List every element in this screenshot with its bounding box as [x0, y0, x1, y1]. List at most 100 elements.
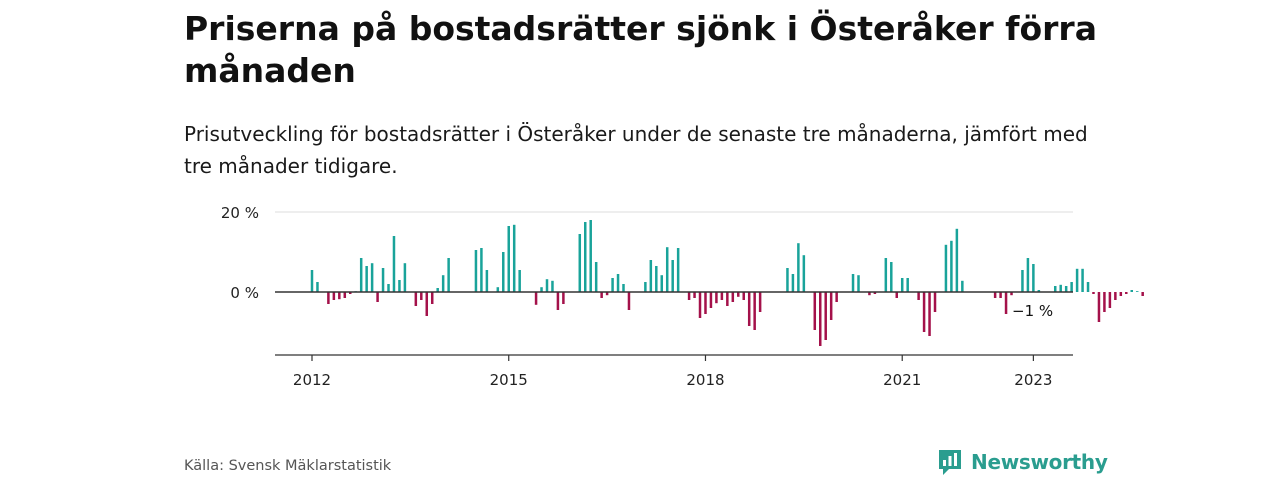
bar	[502, 252, 505, 292]
bar	[327, 292, 330, 304]
chart-subtitle: Prisutveckling för bostadsrätter i Öster…	[184, 122, 1088, 178]
bar	[387, 284, 390, 292]
bar	[758, 292, 762, 312]
bar	[895, 292, 898, 298]
bar	[1010, 292, 1013, 296]
bar	[797, 243, 800, 292]
bar	[944, 244, 948, 292]
bar	[715, 292, 718, 304]
bar	[611, 278, 614, 292]
bar	[1119, 292, 1123, 296]
bar	[594, 262, 598, 292]
bar	[589, 220, 592, 292]
bar	[824, 292, 827, 340]
bar	[1092, 292, 1095, 294]
bar	[676, 248, 680, 292]
bar	[343, 292, 347, 298]
bar	[551, 280, 554, 292]
source-note: Källa: Svensk Mäklarstatistik	[184, 458, 392, 474]
x-tick-label: 2018	[686, 371, 724, 389]
bar	[540, 287, 543, 292]
bar	[933, 292, 937, 312]
bar	[1053, 286, 1057, 292]
bar	[791, 274, 795, 292]
bar	[687, 292, 691, 300]
bar	[381, 268, 385, 292]
bar	[900, 278, 904, 292]
bar	[950, 240, 953, 292]
bar	[665, 247, 669, 292]
brand-logo: Newsworthy	[937, 448, 1108, 476]
bar	[485, 270, 489, 292]
bar	[578, 234, 582, 292]
bar	[922, 292, 926, 332]
bar	[1037, 290, 1041, 292]
bar	[403, 263, 407, 292]
bar	[868, 292, 871, 296]
bar	[737, 292, 740, 297]
bar	[310, 270, 314, 292]
bar	[436, 288, 439, 292]
bar	[709, 292, 713, 308]
bar	[649, 260, 653, 292]
bar	[1097, 292, 1101, 322]
bar	[671, 260, 674, 292]
bar	[1114, 292, 1117, 300]
last-value-label: −1 %	[1012, 302, 1053, 320]
bar	[1103, 292, 1106, 312]
bar	[1004, 292, 1008, 314]
bar	[420, 292, 423, 300]
bar	[961, 280, 964, 292]
brand-name: Newsworthy	[971, 450, 1108, 474]
bar	[747, 292, 751, 326]
bar	[906, 278, 909, 292]
bar	[753, 292, 756, 330]
bar	[1032, 264, 1035, 292]
bar	[496, 287, 500, 292]
bar	[584, 222, 587, 292]
x-tick-label: 2012	[293, 371, 331, 389]
bar	[359, 258, 363, 292]
bar	[857, 275, 860, 292]
bar	[993, 292, 997, 298]
bar	[430, 292, 434, 304]
bar	[562, 292, 565, 304]
bar	[1075, 268, 1079, 292]
bar	[365, 266, 368, 292]
bar	[518, 270, 521, 292]
bar	[507, 226, 510, 292]
bar	[884, 258, 888, 292]
x-ticks-group: 2012 2015 2018 2021 2023	[293, 355, 1052, 389]
bar	[1135, 291, 1139, 292]
bar	[873, 292, 877, 294]
bar	[370, 263, 374, 292]
bar	[1064, 286, 1068, 292]
bar	[1108, 292, 1112, 308]
bar	[813, 292, 817, 330]
bar	[425, 292, 429, 316]
bar	[1070, 282, 1073, 292]
bar	[1059, 284, 1062, 292]
bar	[786, 268, 789, 292]
bar	[392, 236, 396, 292]
bar	[349, 292, 352, 294]
bar	[441, 275, 445, 292]
x-tick-label: 2015	[490, 371, 528, 389]
bar	[616, 274, 620, 292]
bar	[512, 224, 516, 292]
bar-chart: 20 % 0 % 2012 2015 2018 2021 2023 −1 %	[221, 204, 1144, 389]
bar	[829, 292, 833, 320]
bar	[600, 292, 603, 298]
bars-group	[310, 220, 1144, 346]
bar	[644, 282, 647, 292]
bar	[1086, 282, 1090, 292]
bar	[726, 292, 729, 306]
bar	[534, 292, 538, 305]
bar	[731, 292, 735, 302]
bar	[890, 262, 893, 292]
bar	[474, 250, 478, 292]
bar	[1081, 268, 1084, 292]
bar	[1141, 292, 1144, 296]
bar	[627, 292, 631, 310]
bar	[693, 292, 696, 298]
